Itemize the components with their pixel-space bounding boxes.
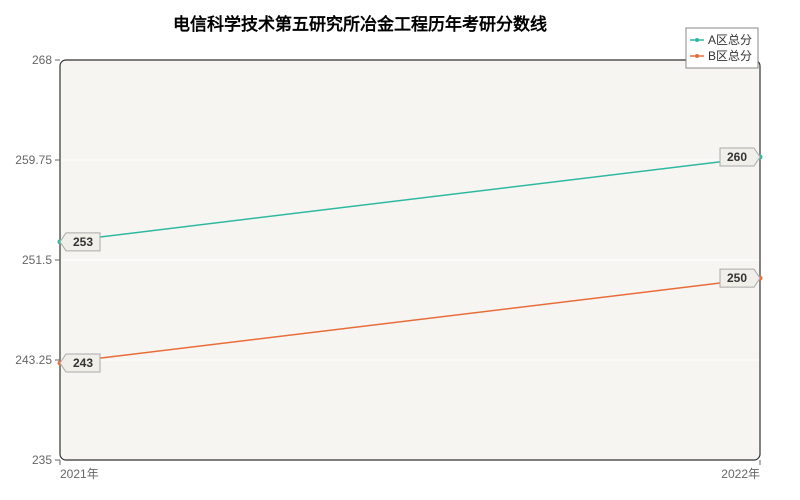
data-label: 260 [727,150,747,164]
x-tick-label: 2022年 [721,467,760,481]
data-label: 250 [727,271,747,285]
y-tick-label: 268 [32,53,52,67]
legend-label: B区总分 [708,49,752,63]
chart-title: 电信科学技术第五研究所冶金工程历年考研分数线 [173,14,547,34]
y-tick-label: 251.5 [22,253,52,267]
legend-marker [695,38,699,42]
y-tick-label: 259.75 [15,153,52,167]
data-label: 253 [73,235,93,249]
y-tick-label: 235 [32,453,52,467]
x-tick-label: 2021年 [60,467,99,481]
chart-container: 235 243.25 251.5 259.75 268 2021年 2022年 电信科学技术第… [0,0,800,500]
legend-marker [695,54,699,58]
y-tick-label: 243.25 [15,353,52,367]
legend-label: A区总分 [708,33,752,47]
data-label: 243 [73,356,93,370]
chart-svg: 235 243.25 251.5 259.75 268 2021年 2022年 电信科学技术第… [0,0,800,500]
